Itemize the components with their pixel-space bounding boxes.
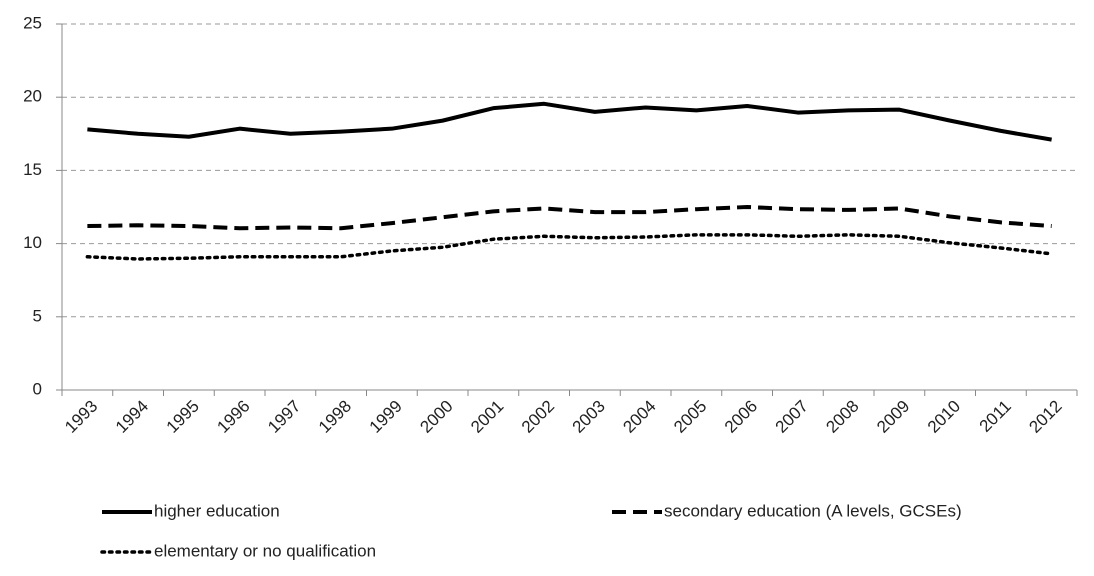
y-tick-label: 0 [33, 379, 42, 398]
y-tick-label: 10 [23, 233, 42, 252]
x-tick-label: 1997 [264, 397, 304, 437]
y-tick-label: 25 [23, 13, 42, 32]
x-tick-label: 2008 [822, 397, 862, 437]
x-tick-label: 1999 [366, 397, 406, 437]
legend-label: secondary education (A levels, GCSEs) [664, 501, 962, 520]
x-tick-label: 2004 [619, 397, 659, 437]
x-tick-label: 2011 [976, 397, 1015, 436]
x-tick-label: 2010 [924, 397, 964, 437]
series-line [87, 101, 1052, 142]
x-tick-label: 2001 [467, 397, 507, 437]
x-tick-label: 2007 [772, 397, 812, 437]
x-tick-label: 1998 [315, 397, 355, 437]
x-tick-label: 2009 [873, 397, 913, 437]
x-tick-label: 1996 [213, 397, 253, 437]
x-tick-label: 1995 [163, 397, 203, 437]
x-tick-label: 2000 [416, 397, 456, 437]
x-tick-label: 1994 [112, 397, 152, 437]
x-tick-label: 2003 [569, 397, 609, 437]
legend-label: higher education [154, 501, 280, 520]
series-line [85, 233, 1054, 261]
legend-label: elementary or no qualification [154, 541, 376, 560]
x-tick-label: 2012 [1025, 397, 1065, 437]
y-tick-label: 5 [33, 306, 42, 325]
y-tick-label: 20 [23, 87, 42, 106]
y-tick-label: 15 [23, 160, 42, 179]
x-tick-label: 2006 [721, 397, 761, 437]
x-tick-label: 2005 [670, 397, 710, 437]
x-tick-label: 2002 [518, 397, 558, 437]
x-tick-label: 1993 [61, 397, 101, 437]
series-line [87, 205, 1052, 231]
